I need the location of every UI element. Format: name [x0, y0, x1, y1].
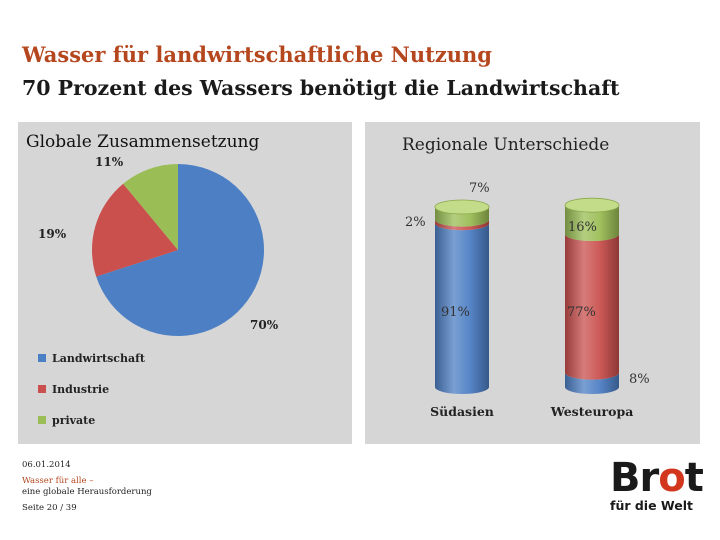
pie-label-industrie: 19%	[38, 227, 67, 241]
value-label-südasien-industrie: 2%	[405, 215, 426, 230]
cylinder-top-westeuropa	[564, 197, 620, 213]
cylinder-westeuropa-landwirtschaft	[565, 372, 619, 394]
cylinder-westeuropa-industrie	[565, 234, 619, 380]
legend-label-landwirtschaft: Landwirtschaft	[52, 352, 146, 365]
value-label-südasien-private: 7%	[469, 181, 490, 196]
logo-word: Brot	[610, 455, 704, 501]
value-label-westeuropa-private: 16%	[568, 220, 597, 235]
pie-slice-landwirtschaft	[96, 164, 264, 336]
footer-date: 06.01.2014	[22, 460, 71, 470]
slide-subtitle: 70 Prozent des Wassers benötigt die Land…	[22, 76, 620, 100]
cylinder-top-südasien	[434, 199, 490, 215]
value-label-westeuropa-landwirtschaft: 8%	[629, 372, 650, 387]
legend-label-industrie: Industrie	[52, 383, 109, 396]
slide-title: Wasser für landwirtschaftliche Nutzung	[22, 42, 492, 67]
cylinder-südasien-private	[435, 207, 489, 227]
value-label-westeuropa-industrie: 77%	[567, 305, 596, 320]
category-label-westeuropa: Westeuropa	[550, 404, 634, 419]
footer-line2: eine globale Herausforderung	[22, 487, 152, 497]
legend-label-private: private	[52, 414, 95, 427]
pie-slice-industrie	[92, 183, 178, 277]
pie-slice-private	[123, 164, 178, 250]
cylinder-chart-panel: Regionale Unterschiede Südasien 91% 2% 7% Wes…	[365, 122, 700, 444]
cylinder-südasien-industrie	[435, 219, 489, 231]
category-label-südasien: Südasien	[430, 404, 494, 419]
pie-chart-panel: Globale Zusammensetzung 70% 19% 11% Landwirt…	[18, 122, 352, 444]
pie-chart: Globale Zusammensetzung 70% 19% 11% Landwirt…	[26, 132, 279, 427]
legend-swatch-industrie	[38, 385, 46, 393]
footer-page: Seite 20 / 39	[22, 503, 77, 513]
value-label-südasien-landwirtschaft: 91%	[441, 305, 470, 320]
cylinder-chart-title: Regionale Unterschiede	[402, 135, 609, 155]
cylinder-chart: Regionale Unterschiede Südasien 91% 2% 7% Wes…	[402, 135, 650, 419]
pie-label-private: 11%	[95, 155, 124, 169]
cylinder-westeuropa-private	[565, 205, 619, 241]
logo-subtitle: für die Welt	[610, 498, 693, 513]
pie-title: Globale Zusammensetzung	[26, 132, 260, 152]
cylinder-südasien-landwirtschaft	[435, 223, 489, 394]
footer-line1: Wasser für alle –	[22, 476, 94, 486]
legend-swatch-landwirtschaft	[38, 354, 46, 362]
brand-logo: Brot für die Welt	[610, 458, 706, 518]
pie-label-landwirtschaft: 70%	[250, 318, 279, 332]
legend-swatch-private	[38, 416, 46, 424]
